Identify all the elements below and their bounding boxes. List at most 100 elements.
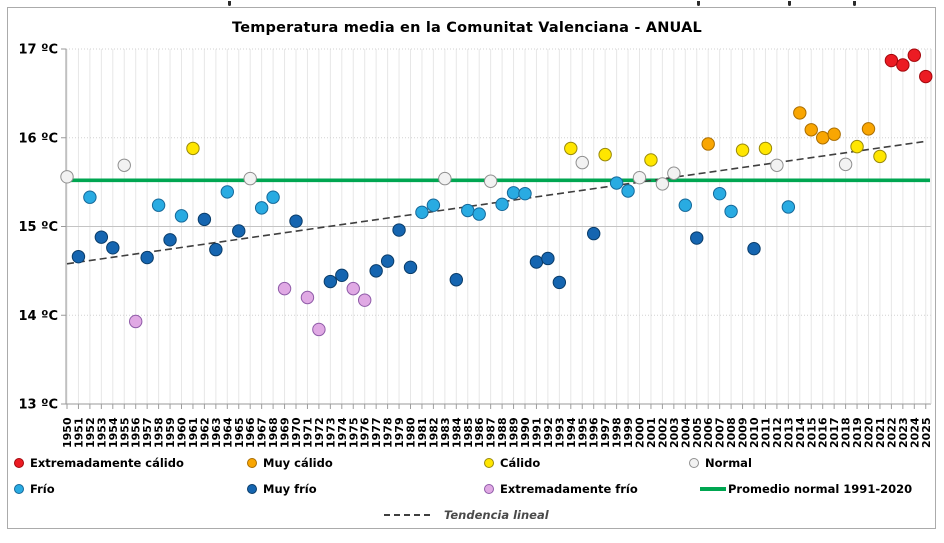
data-point-1975	[346, 281, 360, 296]
data-point-2023	[896, 58, 910, 72]
data-point-1989	[506, 186, 521, 200]
x-axis-label: 1962	[198, 417, 211, 448]
data-point-1957	[140, 250, 154, 265]
data-point-1958	[151, 198, 166, 212]
data-point-1976	[358, 293, 372, 307]
clipped-text-fragments	[0, 0, 944, 7]
x-axis-label: 1981	[416, 417, 429, 448]
data-point-1993	[552, 275, 567, 290]
data-point-1964	[220, 185, 235, 199]
x-axis-label: 1969	[279, 417, 292, 448]
x-axis-label: 2025	[920, 417, 933, 448]
text-fragment	[788, 1, 791, 6]
x-axis-label: 1983	[439, 417, 452, 448]
x-axis-label: 2013	[782, 417, 795, 448]
x-axis-label: 2024	[908, 417, 921, 448]
data-point-1953	[94, 230, 109, 244]
y-axis-label: 17 ºC	[19, 43, 59, 58]
data-point-1950	[60, 170, 74, 184]
x-axis-label: 1955	[118, 417, 131, 448]
x-axis-label: 2007	[714, 417, 727, 448]
data-point-2024	[907, 48, 921, 62]
x-axis-label: 2003	[668, 417, 681, 448]
x-axis-label: 1993	[553, 417, 566, 448]
data-point-1956	[129, 314, 143, 329]
x-axis-label: 1980	[405, 417, 418, 448]
data-point-2022	[884, 53, 899, 68]
data-point-2017	[827, 127, 841, 141]
x-axis-label: 1973	[324, 417, 337, 448]
data-point-1988	[495, 197, 509, 212]
x-axis-label: 1991	[530, 417, 543, 448]
data-point-1951	[71, 249, 86, 264]
x-axis-label: 1956	[130, 417, 143, 448]
x-axis-label: 1982	[427, 417, 440, 448]
data-point-1966	[243, 171, 257, 186]
data-point-1979	[392, 223, 406, 237]
x-axis-label: 1989	[508, 417, 521, 448]
x-axis-label: 1966	[244, 417, 257, 448]
data-point-1970	[289, 214, 303, 228]
data-point-1994	[564, 141, 578, 156]
x-axis-label: 1985	[462, 417, 475, 448]
x-axis-label: 1996	[588, 417, 601, 448]
x-axis-label: 1972	[313, 417, 326, 448]
data-point-1972	[312, 322, 326, 337]
x-axis-label: 1997	[599, 417, 612, 448]
x-axis-label: 2011	[759, 417, 772, 448]
data-point-1978	[380, 254, 395, 268]
data-point-2011	[758, 141, 773, 156]
x-axis-label: 1976	[359, 417, 372, 448]
data-point-2020	[861, 122, 876, 136]
x-axis-label: 1990	[519, 417, 532, 448]
data-point-2002	[655, 177, 670, 191]
data-point-1969	[277, 281, 292, 296]
x-axis-label: 1950	[61, 417, 74, 448]
data-point-1983	[438, 171, 452, 186]
x-axis-label: 1953	[95, 417, 108, 448]
x-axis-label: 1959	[164, 417, 177, 448]
data-point-1955	[117, 158, 131, 172]
y-axis-label: 16 ºC	[19, 131, 59, 146]
x-axis-label: 2008	[725, 417, 738, 448]
data-point-1961	[186, 141, 200, 156]
x-axis-label: 2012	[771, 417, 784, 448]
data-point-2000	[632, 170, 647, 185]
data-point-1990	[518, 186, 532, 201]
data-point-1985	[461, 203, 475, 218]
data-point-2015	[804, 123, 818, 137]
data-point-2009	[735, 143, 750, 157]
x-axis-label: 1968	[267, 417, 280, 448]
x-axis-label: 1971	[301, 417, 314, 448]
data-point-1952	[83, 190, 97, 204]
x-axis-label: 1964	[221, 417, 234, 448]
x-axis-label: 1986	[473, 417, 486, 448]
x-axis-label: 1961	[187, 417, 200, 448]
data-point-1981	[415, 205, 429, 220]
x-axis-label: 2023	[897, 417, 910, 448]
x-axis-label: 2006	[702, 417, 715, 448]
data-point-1959	[163, 233, 177, 247]
x-axis-label: 2015	[805, 417, 818, 448]
data-point-2021	[873, 149, 887, 164]
x-axis-label: 1963	[210, 417, 223, 448]
x-axis-label: 2010	[748, 417, 761, 448]
text-fragment	[853, 1, 856, 6]
chart-frame	[7, 7, 936, 529]
data-point-2010	[747, 241, 761, 256]
x-axis-label: 2016	[817, 417, 830, 448]
data-point-1973	[323, 274, 338, 289]
data-point-1965	[232, 224, 246, 238]
x-axis-label: 1998	[611, 417, 624, 448]
data-point-1984	[449, 273, 463, 287]
data-point-2001	[644, 153, 658, 167]
x-axis-label: 2018	[840, 417, 853, 448]
data-point-1963	[209, 242, 223, 257]
text-fragment	[697, 1, 700, 6]
data-point-2008	[724, 204, 738, 219]
data-point-1998	[609, 176, 624, 190]
data-point-2006	[701, 137, 715, 151]
data-point-2013	[781, 200, 796, 214]
